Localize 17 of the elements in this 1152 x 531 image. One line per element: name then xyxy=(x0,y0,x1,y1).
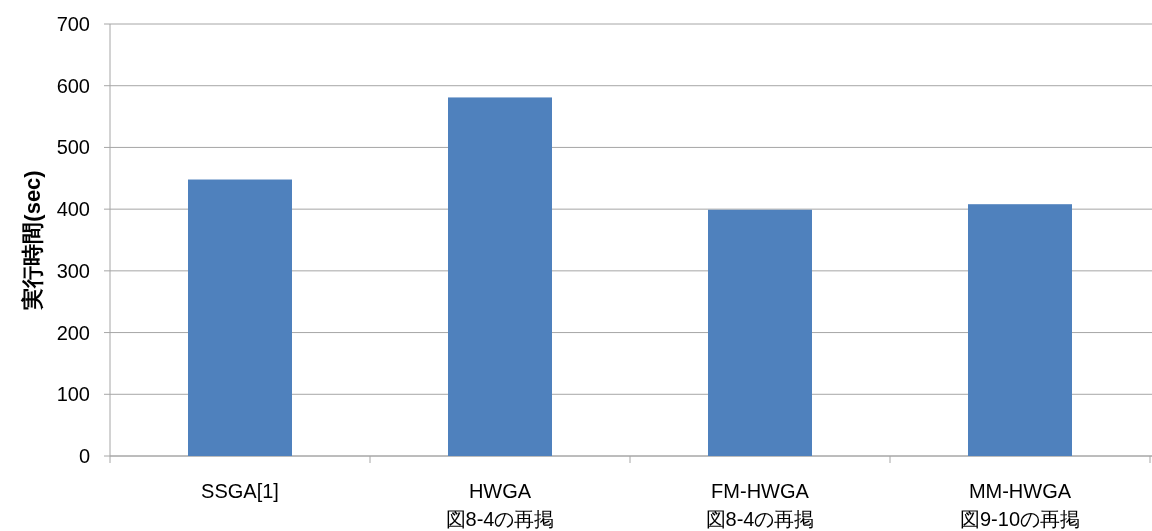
bar xyxy=(448,97,552,456)
y-axis-title: 実行時間(sec) xyxy=(20,170,45,311)
y-tick-label: 700 xyxy=(56,13,90,35)
y-tick-label: 0 xyxy=(78,445,90,467)
bar xyxy=(708,209,812,456)
y-tick-label: 200 xyxy=(56,321,90,344)
x-tick-label: HWGA 図8-4の再掲 xyxy=(445,480,555,530)
x-tick-label: FM-HWGA 図8-4の再掲 xyxy=(705,480,815,530)
bar xyxy=(968,204,1072,456)
y-tick-label: 300 xyxy=(56,259,90,282)
y-tick-label: 500 xyxy=(56,136,90,159)
y-tick-label: 600 xyxy=(56,74,90,97)
x-tick-label: SSGA[1] xyxy=(201,480,279,502)
y-tick-label: 400 xyxy=(56,198,90,221)
bar xyxy=(188,179,292,456)
x-tick-label: MM-HWGA 図9-10の再掲 xyxy=(959,480,1081,530)
y-tick-label: 100 xyxy=(56,383,90,406)
